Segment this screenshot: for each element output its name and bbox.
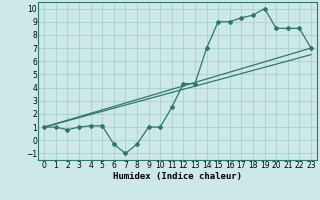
X-axis label: Humidex (Indice chaleur): Humidex (Indice chaleur) [113,172,242,181]
